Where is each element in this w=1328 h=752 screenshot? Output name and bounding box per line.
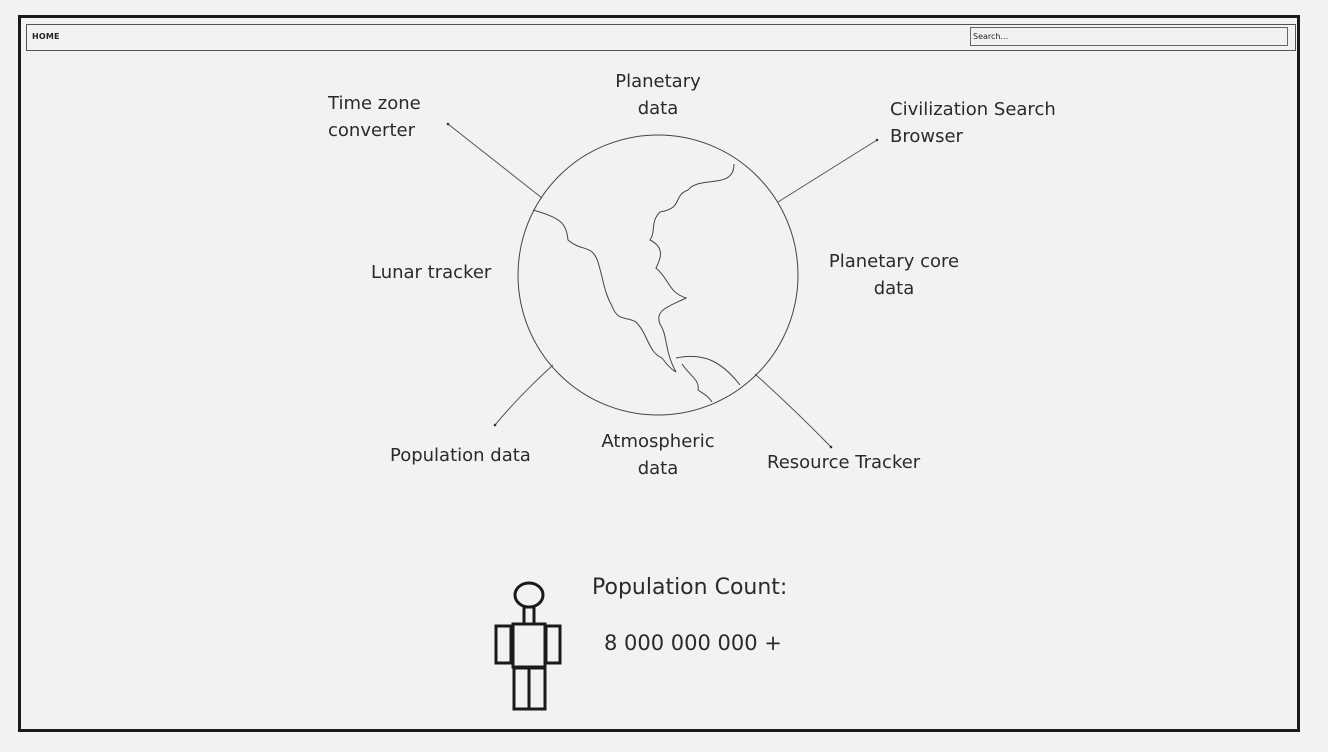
top-navbar: HOME xyxy=(26,24,1296,51)
menu-lunar-tracker[interactable]: Lunar tracker xyxy=(371,262,492,283)
connector-lines xyxy=(447,123,878,448)
page-frame xyxy=(18,15,1300,732)
globe-icon[interactable] xyxy=(517,134,799,416)
home-link[interactable]: HOME xyxy=(32,32,60,41)
menu-time-zone-converter[interactable]: Time zone converter xyxy=(328,93,421,141)
menu-resource-tracker[interactable]: Resource Tracker xyxy=(767,452,921,473)
connector-time-zone xyxy=(447,123,543,199)
menu-population-data[interactable]: Population data xyxy=(390,445,531,466)
connector-population xyxy=(494,364,554,426)
menu-atmospheric-data[interactable]: Atmospheric data xyxy=(601,431,715,479)
connector-civilization xyxy=(777,139,878,203)
search-input[interactable] xyxy=(970,27,1288,46)
menu-planetary-core-data[interactable]: Planetary core data xyxy=(828,251,960,299)
person-icon xyxy=(494,581,562,711)
menu-civilization-search-browser[interactable]: Civilization Search Browser xyxy=(890,99,1056,147)
population-count-value: 8 000 000 000 + xyxy=(604,631,782,655)
connector-resource xyxy=(754,373,832,448)
menu-planetary-data[interactable]: Planetary data xyxy=(615,71,701,119)
population-count-title: Population Count: xyxy=(592,575,788,600)
